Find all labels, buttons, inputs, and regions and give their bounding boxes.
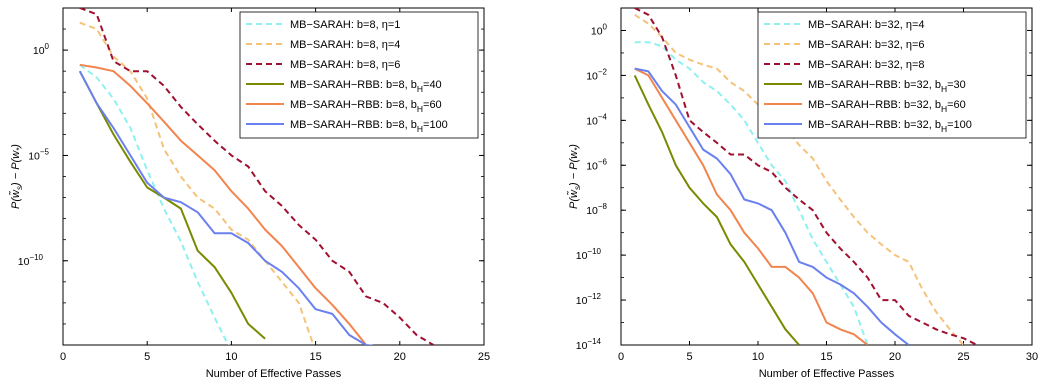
y-tick-label: 10−8	[586, 202, 607, 217]
x-tick-label: 25	[957, 351, 969, 363]
legend-label-2: MB−SARAH: b=32, η=6	[808, 39, 924, 51]
legend-label-5: MB−SARAH−RBB: b=32, bH=60	[808, 99, 966, 114]
y-tick-exponent: −14	[587, 337, 601, 346]
series-line-3	[634, 8, 978, 345]
x-axis-label: Number of Effective Passes	[759, 368, 895, 380]
x-tick-label: 5	[144, 351, 150, 363]
x-tick-label: 10	[225, 351, 237, 363]
y-tick-label: 10−6	[586, 157, 607, 172]
legend-label-6: MB−SARAH−RBB: b=32, bH=100	[808, 119, 972, 134]
legend-label-2: MB−SARAH: b=8, η=4	[290, 39, 400, 51]
x-tick-label: 0	[60, 351, 66, 363]
legend-label-3: MB−SARAH: b=8, η=6	[290, 59, 400, 71]
series-line-4	[633, 74, 800, 345]
legend-label-5: MB−SARAH−RBB: b=8, bH=60	[290, 99, 442, 114]
x-tick-label: 15	[309, 351, 321, 363]
y-tick-exponent: −4	[598, 112, 608, 121]
legend: MB−SARAH: b=8, η=1 MB−SARAH: b=8, η=4 MB−S…	[239, 11, 479, 139]
y-tick-exponent: 0	[45, 42, 50, 51]
chart-panel-1: 0 5 10 15 20 25 100 10−5 10−10 MB−SARAH: b=8, η=1…	[9, 7, 490, 380]
y-axis-label: P(w̃s) − P(w*)	[9, 144, 24, 209]
y-tick-label: 100	[33, 42, 50, 57]
series-group	[78, 8, 435, 345]
series-line-1	[79, 64, 230, 345]
y-tick-label: 10−12	[576, 292, 602, 307]
legend-box	[239, 11, 479, 139]
legend: MB−SARAH: b=32, η=4 MB−SARAH: b=32, η=6 MB…	[757, 11, 1027, 139]
y-tick-label: 10−4	[586, 112, 607, 127]
y-tick-label: 10−10	[18, 253, 44, 268]
y-tick-exponent: 0	[603, 22, 608, 31]
y-tick-exponent: −12	[587, 292, 601, 301]
y-tick-exponent: −5	[40, 147, 50, 156]
x-tick-label: 20	[889, 351, 901, 363]
y-axis-label: P(w̃s) − P(w*)	[567, 144, 582, 209]
legend-label-1: MB−SARAH: b=8, η=1	[290, 19, 400, 31]
x-tick-label: 30	[1026, 351, 1038, 363]
y-tick-exponent: −2	[598, 67, 608, 76]
y-tick-label: 10−5	[28, 147, 49, 162]
series-line-6	[78, 70, 375, 345]
y-tick-label: 10−14	[576, 337, 602, 352]
x-axis-label: Number of Effective Passes	[206, 368, 342, 380]
legend-label-4: MB−SARAH−RBB: b=8, bH=40	[290, 79, 442, 94]
x-tick-label: 15	[820, 351, 832, 363]
legend-label-4: MB−SARAH−RBB: b=32, bH=30	[808, 79, 966, 94]
chart-panel-2: 0 5 10 15 20 25 30 100 10−2 10−4 10−6 10−8 10−10 10−1…	[567, 7, 1038, 380]
series-group	[633, 8, 978, 345]
series-line-1	[634, 41, 869, 345]
legend-label-6: MB−SARAH−RBB: b=8, bH=100	[290, 119, 448, 134]
series-line-4	[78, 70, 266, 340]
x-tick-label: 20	[394, 351, 406, 363]
y-tick-label: 10−10	[576, 247, 602, 262]
series-line-6	[634, 67, 910, 345]
legend-box	[757, 11, 1027, 139]
y-tick-label: 100	[591, 22, 608, 37]
series-line-5	[79, 63, 367, 345]
y-tick-exponent: −10	[587, 247, 601, 256]
series-line-2	[634, 13, 965, 345]
y-tick-exponent: −8	[598, 202, 608, 211]
x-tick-label: 0	[618, 351, 624, 363]
series-line-3	[79, 8, 435, 345]
x-tick-label: 5	[686, 351, 692, 363]
legend-label-3: MB−SARAH: b=32, η=8	[808, 59, 924, 71]
legend-label-1: MB−SARAH: b=32, η=4	[808, 19, 924, 31]
series-line-5	[634, 67, 869, 345]
y-tick-exponent: −6	[598, 157, 608, 166]
x-tick-label: 25	[478, 351, 490, 363]
y-tick-exponent: −10	[29, 253, 43, 262]
x-tick-label: 10	[752, 351, 764, 363]
y-tick-label: 10−2	[586, 67, 607, 82]
